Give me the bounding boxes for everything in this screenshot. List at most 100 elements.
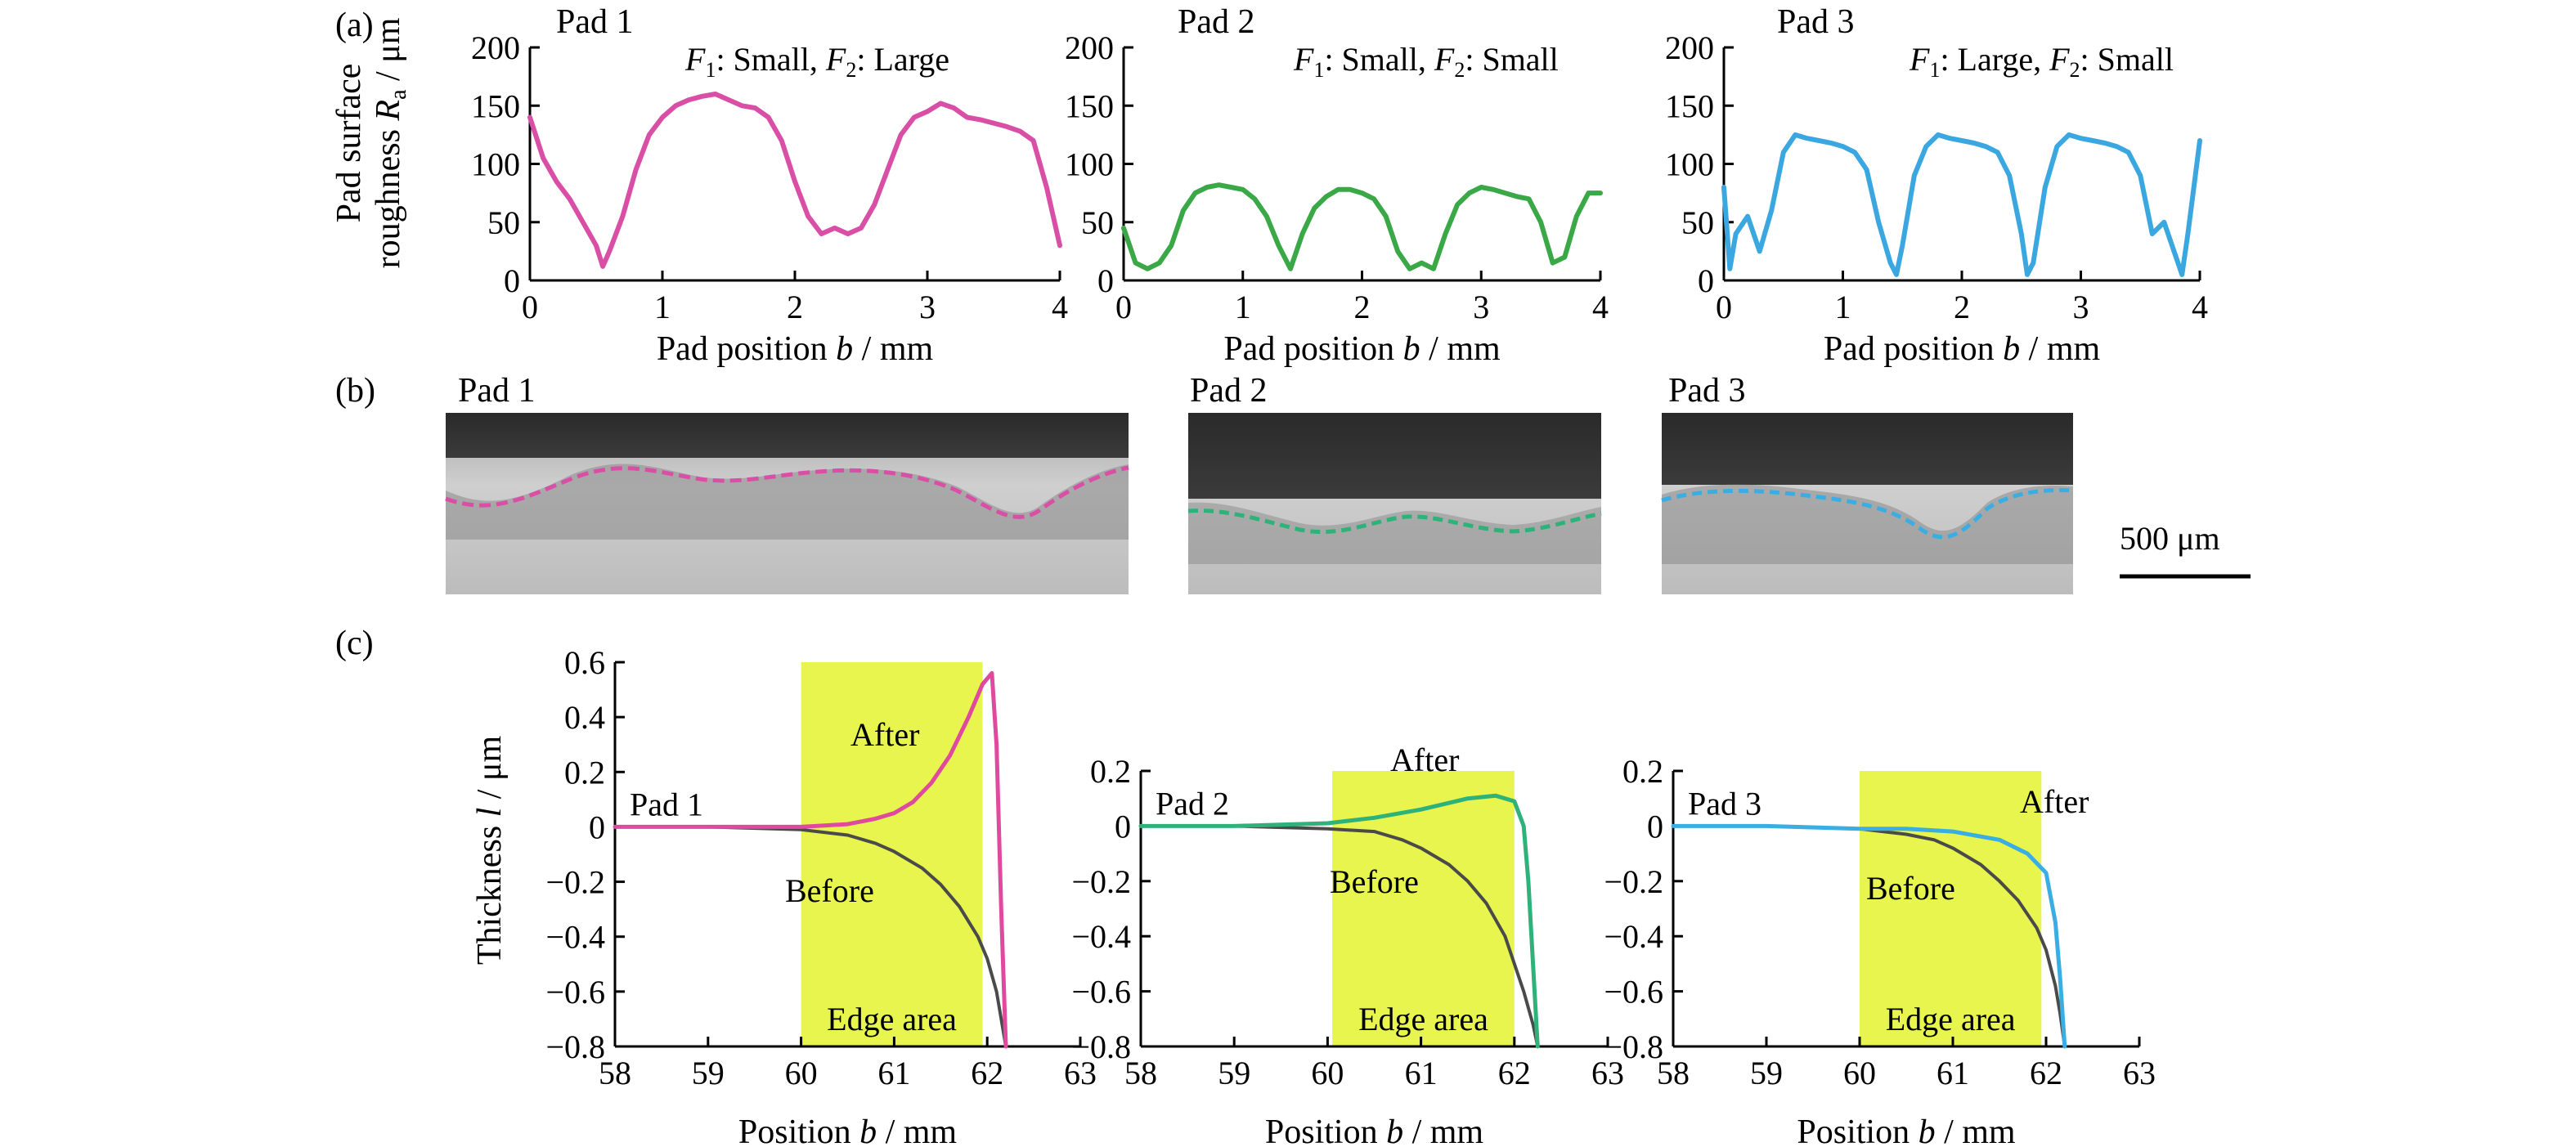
after-line-point: [1858, 827, 1861, 831]
x-tick-label: 62: [971, 1055, 1003, 1091]
x-tick-label: 3: [2073, 289, 2089, 325]
after-line-point: [2044, 871, 2048, 875]
panel-c-label: (c): [335, 625, 374, 662]
y-tick-label: 0: [504, 262, 520, 299]
after-line-point: [1905, 827, 1908, 831]
roughness-line-point: [1865, 168, 1869, 172]
before-line-point: [1466, 880, 1470, 883]
roughness-line-point: [767, 115, 770, 119]
before-line-point: [1998, 880, 2001, 883]
y-tick-label: 100: [471, 146, 520, 183]
micrograph-pad-2: Pad 2: [1187, 372, 1602, 594]
before-line-point: [958, 905, 961, 908]
roughness-line: [527, 92, 1062, 269]
thickness-chart-pad-1: 58 59 60 61 62 63 −0.8 −0.6 −0.4 −0.2 0 0.2 0.4 0.6 Po…: [545, 644, 1097, 1147]
x-tick-label: 60: [1311, 1055, 1344, 1091]
roughness-line-point: [1829, 141, 1833, 145]
after-line-point: [1765, 824, 1768, 828]
annotation-f2-sub: 2: [2070, 58, 2080, 82]
micrograph-pad-3-top-region: [1662, 413, 2073, 485]
roughness-line-point: [1735, 232, 1738, 235]
before-line-point: [1372, 830, 1376, 833]
edge-area-region: [801, 662, 983, 1046]
y-tick-label: −0.8: [1604, 1028, 1663, 1065]
roughness-line-point: [1420, 262, 1423, 265]
micrograph-pad-1: Pad 1: [445, 372, 1129, 594]
roughness-line-point: [1396, 249, 1399, 253]
chart-title: Pad 3: [1777, 3, 1855, 41]
roughness-line-point: [979, 118, 982, 121]
before-line-point: [2053, 984, 2057, 988]
x-tick-label: 59: [1750, 1055, 1783, 1091]
micrograph-pad-1-profile: [445, 465, 1129, 519]
roughness-line-point: [966, 115, 969, 119]
x-axis-label-unit: / mm: [1420, 330, 1501, 368]
y-tick-label: −0.6: [1604, 974, 1663, 1010]
roughness-line-point: [2067, 133, 2071, 137]
x-axis-label: Position b / mm: [1797, 1113, 2016, 1147]
x-axis-label-var: b: [836, 330, 853, 368]
roughness-line-point: [1018, 130, 1021, 133]
y-tick-label: 50: [1081, 204, 1114, 241]
x-tick-label: 61: [877, 1055, 910, 1091]
before-line-point: [1932, 838, 1936, 841]
x-tick-label: 3: [1473, 289, 1489, 325]
roughness-line-point: [674, 104, 677, 107]
x-tick-label: 61: [1405, 1055, 1438, 1091]
x-tick-label: 3: [919, 289, 936, 325]
x-tick-label: 4: [1592, 289, 1609, 325]
roughness-line-point: [2055, 145, 2058, 148]
x-tick-label: 1: [654, 289, 671, 325]
micrograph-pad-3-label: Pad 3: [1668, 372, 1746, 410]
thickness-chart-pad-3: 58 59 60 61 62 63 −0.8 −0.6 −0.4 −0.2 0 0.2 Position…: [1604, 753, 2156, 1147]
roughness-ylabel-line2: roughness Ra / μm: [370, 17, 411, 268]
roughness-line-point: [1005, 125, 1008, 128]
roughness-line-point: [1901, 244, 1904, 247]
x-tick-label: 2: [787, 289, 803, 325]
roughness-line-point: [753, 106, 757, 110]
roughness-line-point: [1817, 139, 1820, 142]
roughness-line-point: [2138, 174, 2142, 177]
x-tick-label: 63: [1591, 1055, 1624, 1091]
after-line-point: [930, 782, 933, 785]
before-line-point: [1503, 934, 1506, 938]
roughness-line-point: [1134, 262, 1138, 265]
roughness-line: [1721, 132, 2202, 277]
roughness-line-point: [1770, 208, 1773, 213]
roughness-line-point: [2044, 186, 2047, 189]
annotation-f2-value: : Large: [856, 41, 949, 78]
edge-area-label: Edge area: [827, 1001, 957, 1037]
x-tick-label: 2: [1354, 289, 1371, 325]
roughness-line-point: [1313, 207, 1316, 210]
y-tick-label: −0.8: [545, 1028, 605, 1065]
roughness-line-point: [833, 226, 837, 230]
micrograph-pad-1-top-region: [446, 413, 1129, 458]
micrograph-pad-3: Pad 3: [1661, 372, 2074, 594]
roughness-line-point: [1895, 273, 1898, 276]
before-line-point: [1522, 990, 1525, 993]
after-line-point: [2026, 852, 2029, 855]
x-axis-label-text: Pad position: [1824, 330, 2003, 368]
before-line-point: [2044, 948, 2048, 952]
roughness-line-point: [873, 203, 876, 206]
after-line-point: [1951, 830, 1954, 833]
roughness-line-point: [1336, 188, 1340, 191]
roughness-line-point: [1265, 215, 1268, 218]
roughness-line-point: [939, 101, 942, 105]
after-label: After: [2020, 783, 2089, 820]
y-tick-label: 0: [1647, 808, 1663, 845]
y-tick-label: 0: [1115, 808, 1131, 845]
x-axis-label-unit: / mm: [1403, 1113, 1483, 1147]
x-tick-label: 0: [1716, 289, 1732, 325]
roughness-line-point: [926, 110, 929, 113]
x-axis-label-text: Pad position: [657, 330, 836, 368]
before-line-point: [985, 957, 989, 961]
annotation-f2: F: [2049, 41, 2070, 78]
after-line-point: [911, 800, 914, 804]
y-tick-label: 100: [1665, 146, 1714, 183]
roughness-line-point: [661, 115, 664, 119]
panel-a-label: (a): [335, 7, 374, 44]
x-axis-label: Pad position b / mm: [1223, 330, 1501, 368]
after-line-point: [1466, 797, 1470, 800]
